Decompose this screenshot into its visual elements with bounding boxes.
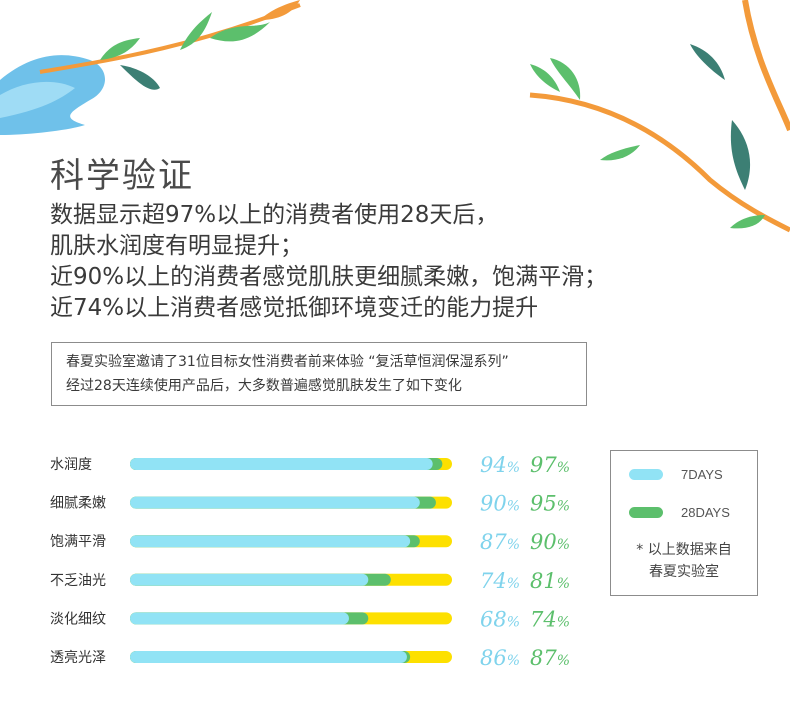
data-source-note: * 以上数据来自 春夏实验室 — [611, 539, 757, 583]
data-source-line: * 以上数据来自 — [636, 542, 732, 558]
chart-legend: 7DAYS 28DAYS * 以上数据来自 春夏实验室 — [610, 450, 758, 596]
value-label-28days: 90% — [530, 530, 570, 554]
bar-7days — [130, 496, 420, 509]
category-label: 透亮光泽 — [50, 649, 106, 666]
branch-decoration-top-right — [529, 0, 790, 233]
bar-7days — [130, 458, 433, 470]
headline-text: 数据显示超97%以上的消费者使用28天后， 肌肤水润度有明显提升； 近90%以上… — [50, 200, 750, 324]
legend-item-28days: 28DAYS — [629, 505, 730, 520]
value-label-28days: 74% — [530, 607, 570, 631]
headline-line: 近74%以上消费者感觉抵御环境变迁的能力提升 — [50, 295, 539, 321]
legend-item-7days: 7DAYS — [629, 467, 723, 482]
value-label-7days: 68% — [480, 607, 520, 631]
category-label: 饱满平滑 — [50, 533, 106, 550]
legend-swatch-7days — [629, 469, 663, 480]
value-label-7days: 87% — [480, 530, 520, 554]
study-note-line: 春夏实验室邀请了31位目标女性消费者前来体验 “复活草恒润保湿系列” — [66, 354, 509, 370]
bar-7days — [130, 612, 349, 625]
value-label-7days: 74% — [480, 569, 520, 593]
value-label-28days: 87% — [530, 646, 570, 670]
headline-line: 肌肤水润度有明显提升； — [50, 233, 303, 259]
bar-7days — [130, 651, 407, 663]
branch-decoration-top-left — [0, 0, 301, 135]
data-source-line: 春夏实验室 — [649, 564, 719, 580]
headline-line: 数据显示超97%以上的消费者使用28天后， — [50, 202, 499, 228]
study-note-line: 经过28天连续使用产品后，大多数普遍感觉肌肤发生了如下变化 — [66, 378, 462, 394]
value-label-7days: 90% — [480, 492, 520, 516]
category-label: 不乏油光 — [50, 573, 106, 589]
legend-label: 28DAYS — [681, 505, 730, 520]
category-label: 淡化细纹 — [50, 611, 106, 627]
value-label-28days: 95% — [530, 492, 570, 516]
value-label-7days: 86% — [480, 646, 520, 670]
study-note-box: 春夏实验室邀请了31位目标女性消费者前来体验 “复活草恒润保湿系列” 经过28天… — [51, 342, 587, 406]
value-label-28days: 81% — [530, 569, 570, 593]
value-label-7days: 94% — [480, 453, 520, 477]
page-title: 科学验证 — [50, 156, 194, 196]
headline-line: 近90%以上的消费者感觉肌肤更细腻柔嫩，饱满平滑； — [50, 264, 608, 290]
value-label-28days: 97% — [530, 453, 570, 477]
legend-swatch-28days — [629, 507, 663, 518]
bar-7days — [130, 573, 369, 586]
category-label: 水润度 — [50, 457, 92, 473]
bar-7days — [130, 535, 411, 548]
legend-label: 7DAYS — [681, 467, 723, 482]
category-label: 细腻柔嫩 — [50, 496, 106, 512]
skin-result-bar-chart: 水润度 94% 97% 细腻柔嫩 90% 95% 饱满平滑 87% 90% 不乏油光 74% 81% 淡… — [50, 453, 570, 670]
